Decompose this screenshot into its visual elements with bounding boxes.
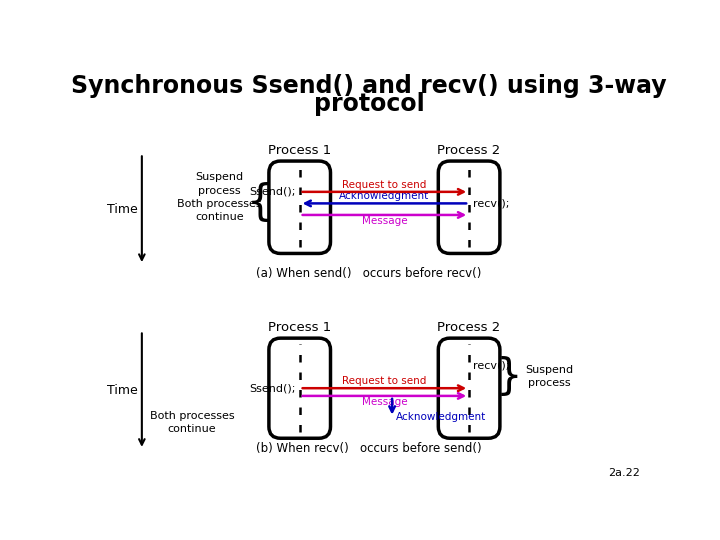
Text: Suspend
process
Both processes
continue: Suspend process Both processes continue xyxy=(177,172,262,222)
Text: protocol: protocol xyxy=(314,92,424,116)
Text: Message: Message xyxy=(361,217,408,226)
Text: (a) When send()   occurs before recv(): (a) When send() occurs before recv() xyxy=(256,267,482,280)
FancyBboxPatch shape xyxy=(269,161,330,253)
Text: Request to send: Request to send xyxy=(342,179,426,190)
Text: Ssend();: Ssend(); xyxy=(249,187,296,197)
Text: {: { xyxy=(246,183,273,225)
Text: Process 2: Process 2 xyxy=(438,144,500,157)
Text: (b) When recv()   occurs before send(): (b) When recv() occurs before send() xyxy=(256,442,482,455)
Text: Time: Time xyxy=(107,202,138,215)
Text: Process 2: Process 2 xyxy=(438,321,500,334)
Text: Acknowledgment: Acknowledgment xyxy=(339,191,430,201)
Text: Process 1: Process 1 xyxy=(268,144,331,157)
Text: Request to send: Request to send xyxy=(342,376,426,386)
Text: Both processes
continue: Both processes continue xyxy=(150,411,234,435)
FancyBboxPatch shape xyxy=(269,338,330,438)
Text: }: } xyxy=(496,356,523,397)
FancyBboxPatch shape xyxy=(438,161,500,253)
Text: Process 1: Process 1 xyxy=(268,321,331,334)
Text: recv();: recv(); xyxy=(473,198,509,208)
Text: Suspend
process: Suspend process xyxy=(525,365,573,388)
FancyBboxPatch shape xyxy=(438,338,500,438)
Text: Time: Time xyxy=(107,383,138,396)
Text: 2a.22: 2a.22 xyxy=(608,468,640,477)
Text: Acknowledgment: Acknowledgment xyxy=(396,413,486,422)
Text: recv();: recv(); xyxy=(473,360,509,370)
Text: Message: Message xyxy=(361,397,408,408)
Text: Synchronous Ssend() and recv() using 3-way: Synchronous Ssend() and recv() using 3-w… xyxy=(71,74,667,98)
Text: Ssend();: Ssend(); xyxy=(249,383,296,393)
